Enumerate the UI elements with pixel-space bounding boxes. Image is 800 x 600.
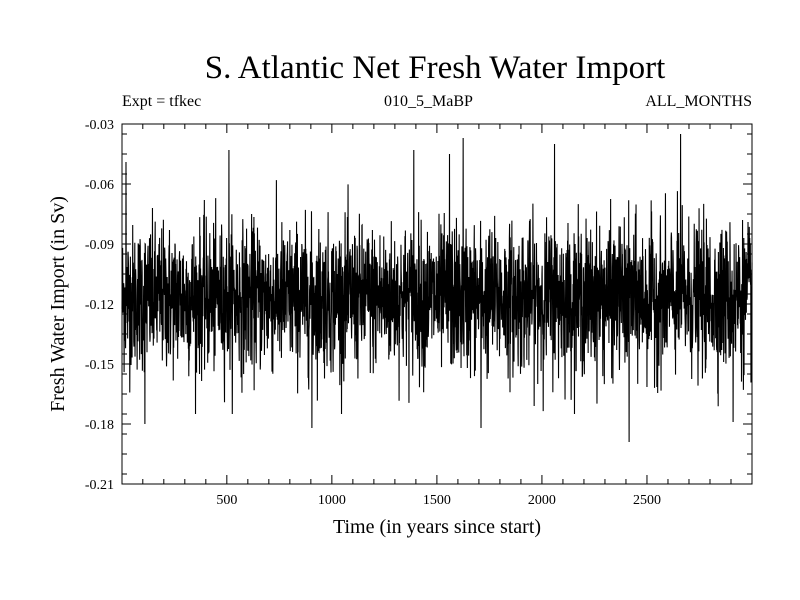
y-tick-label: -0.21 [85,478,114,493]
chart-title: S. Atlantic Net Fresh Water Import [204,50,666,86]
x-tick-label: 500 [216,493,237,508]
x-axis-title: Time (in years since start) [333,516,541,538]
y-tick-label: -0.06 [85,178,114,193]
y-tick-label: -0.15 [85,358,114,373]
axes-layer: 500 1000 1500 2000 2500 -0.21 -0.18 -0.15 -0.12 -… [85,118,753,508]
y-axis-title: Fresh Water Import (in Sv) [47,196,69,412]
y-tick-label: -0.18 [85,418,114,433]
x-tick-label: 1000 [318,493,346,508]
y-tick-label: -0.09 [85,238,114,253]
months-label: ALL_MONTHS [645,93,752,110]
experiment-label: Expt = tfkec [122,93,202,110]
x-tick-label: 2500 [633,493,661,508]
x-tick-label: 2000 [528,493,556,508]
y-tick-label: -0.12 [85,298,114,313]
x-tick-label: 1500 [423,493,451,508]
run-label: 010_5_MaBP [384,93,473,110]
fresh-water-import-line [121,133,753,443]
y-tick-label: -0.03 [85,118,114,133]
series-layer [121,133,753,443]
